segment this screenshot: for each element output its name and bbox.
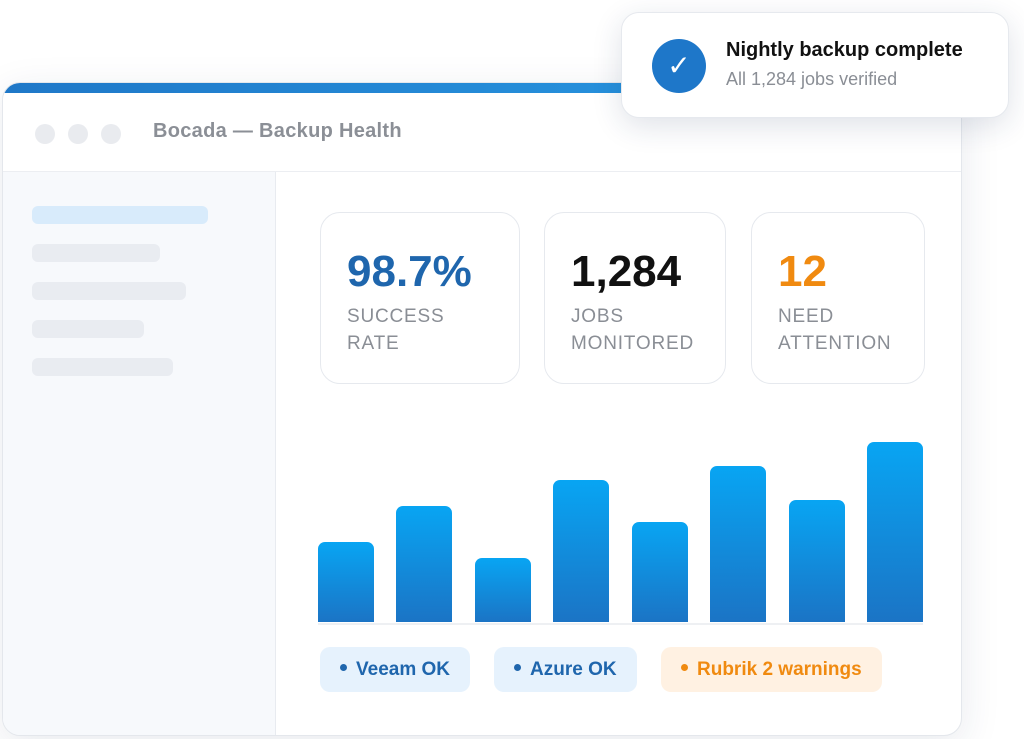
sidebar [3,172,276,735]
stat-card-need-attention: 12 NEED ATTENTION [751,212,925,384]
sidebar-item[interactable] [32,244,160,262]
status-dot-icon [514,664,521,672]
sidebar-item[interactable] [32,320,144,338]
chart-bar [710,466,766,622]
stat-label: SUCCESS RATE [347,303,444,357]
window-title: Bocada — Backup Health [153,120,402,142]
window-control-maximize[interactable] [101,124,121,144]
toast-title: Nightly backup complete [726,39,963,61]
status-pill-azure[interactable]: Azure OK [494,647,637,692]
window-control-minimize[interactable] [68,124,88,144]
chart-bar [475,558,531,622]
stat-label-line: JOBS [571,306,624,327]
sidebar-item-active[interactable] [32,206,208,224]
chart-bar [789,500,845,622]
stat-label-line: MONITORED [571,333,694,354]
stat-label-line: NEED [778,306,834,327]
chart-bar [396,506,452,622]
stat-value: 12 [778,247,827,296]
stat-card-success-rate: 98.7% SUCCESS RATE [320,212,520,384]
stat-label: JOBS MONITORED [571,303,694,357]
stat-value: 98.7% [347,247,472,296]
status-pill-rubrik[interactable]: Rubrik 2 warnings [661,647,882,692]
status-pill-veeam[interactable]: Veeam OK [320,647,470,692]
sidebar-item[interactable] [32,358,173,376]
window-control-close[interactable] [35,124,55,144]
stat-label: NEED ATTENTION [778,303,891,357]
stat-label-line: SUCCESS [347,306,445,327]
stat-label-line: ATTENTION [778,333,892,354]
chart-baseline [318,623,923,625]
status-label: Rubrik 2 warnings [697,659,862,680]
chart-bar [632,522,688,622]
chart-bar [318,542,374,622]
status-dot-icon [681,664,688,672]
stat-label-line: RATE [347,333,400,354]
toast-subtitle: All 1,284 jobs verified [726,69,898,89]
status-dot-icon [340,664,347,672]
window-accent-bar [3,83,961,93]
status-label: Veeam OK [356,659,450,680]
notification-toast[interactable]: ✓ Nightly backup complete All 1,284 jobs… [621,12,1009,118]
main-content: 98.7% SUCCESS RATE 1,284 JOBS MONITORED … [276,172,961,735]
sidebar-item[interactable] [32,282,186,300]
chart-bar [553,480,609,622]
stat-card-jobs-monitored: 1,284 JOBS MONITORED [544,212,726,384]
stat-value: 1,284 [571,247,682,296]
backup-bar-chart [318,422,923,625]
chart-bar [867,442,923,622]
app-window: Bocada — Backup Health 98.7% SUCCESS RAT… [2,82,962,736]
status-label: Azure OK [530,659,617,680]
check-icon: ✓ [652,39,706,93]
